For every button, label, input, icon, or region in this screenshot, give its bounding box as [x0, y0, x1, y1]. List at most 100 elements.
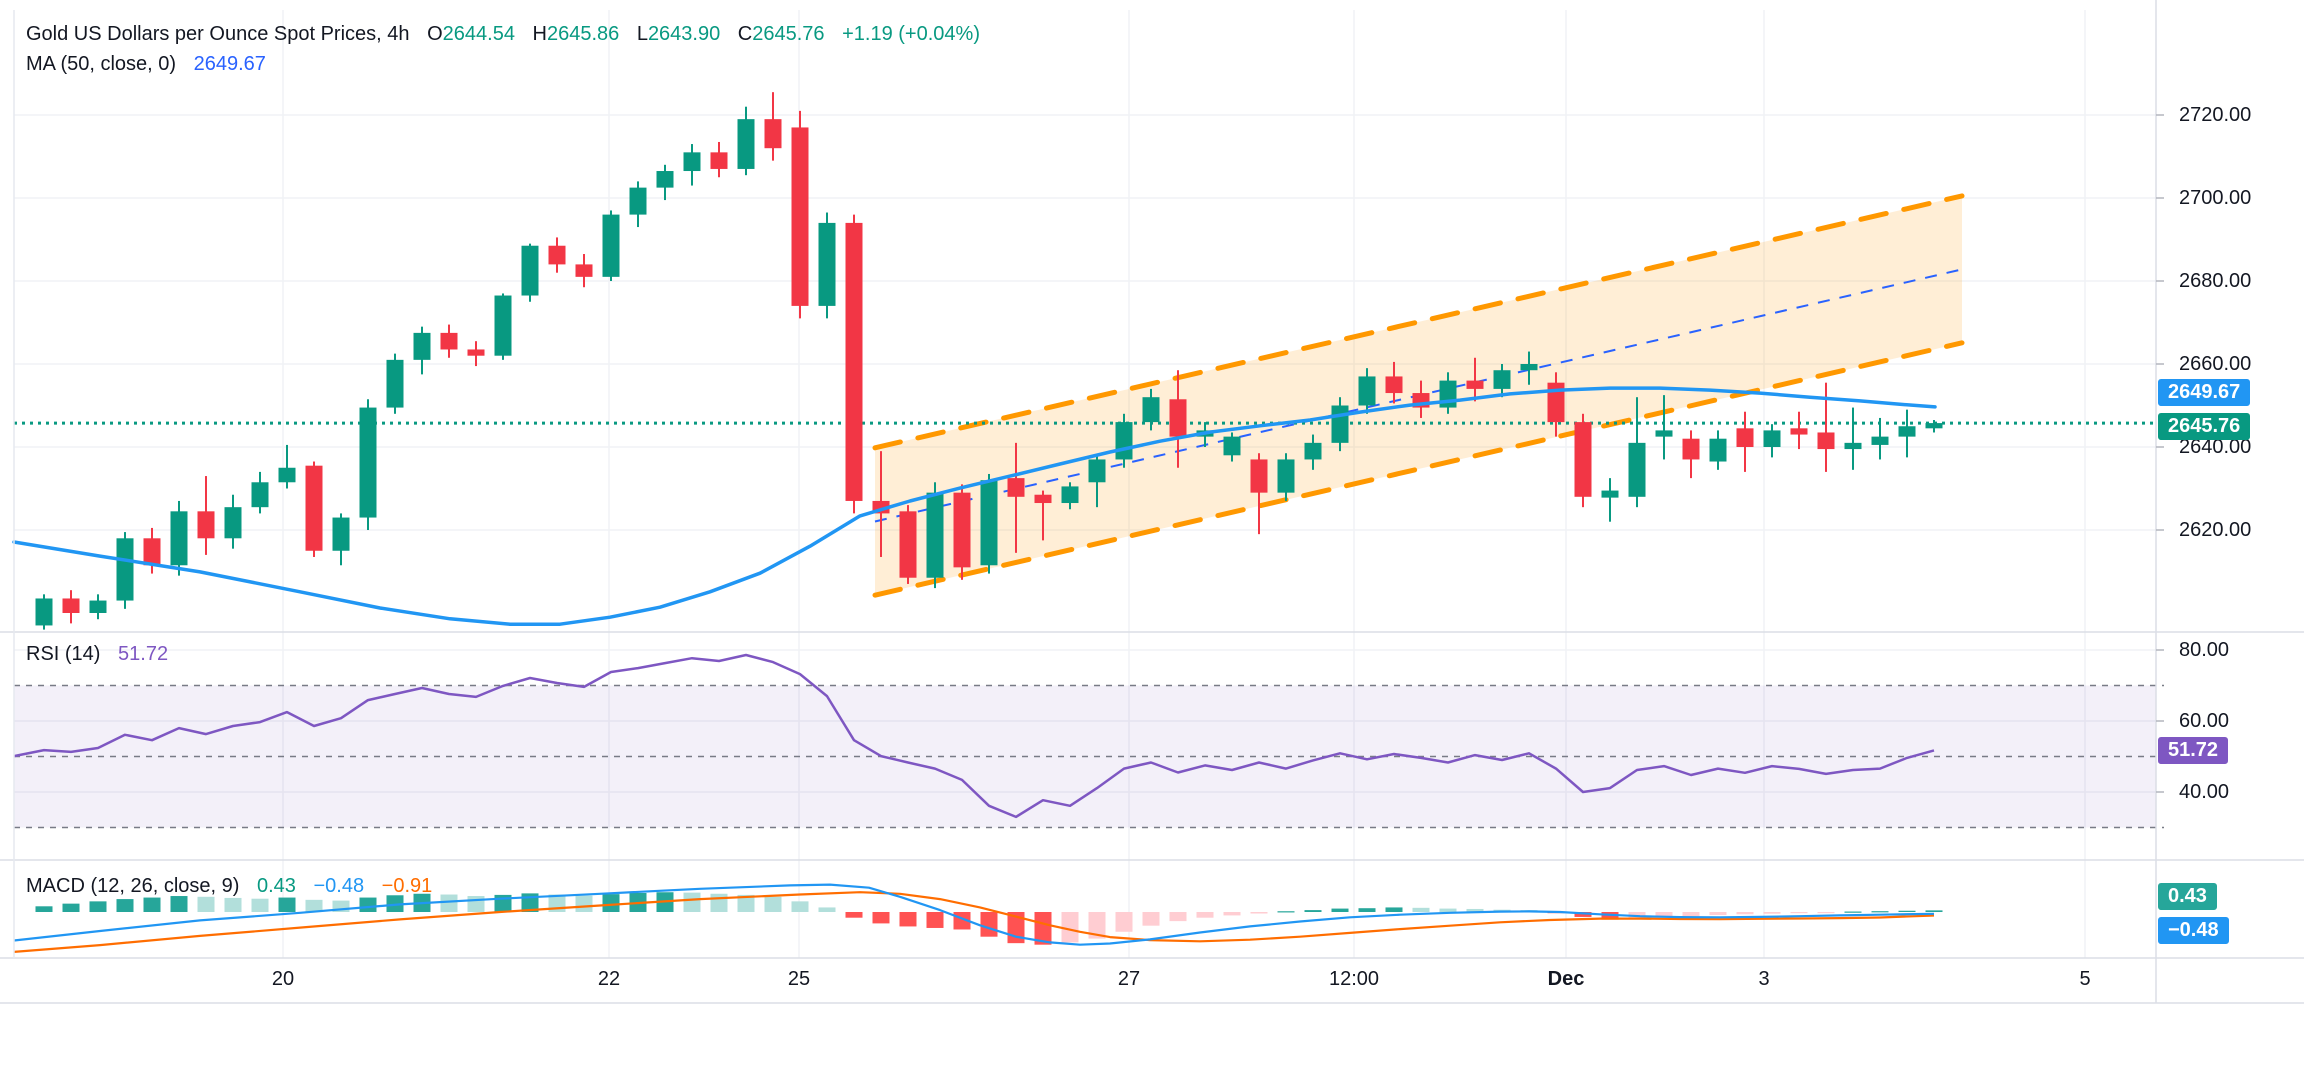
price-axis-label: 2680.00 [2179, 270, 2252, 292]
candle-body [1034, 494, 1052, 504]
rsi-legend-row[interactable]: RSI (14) 51.72 [26, 640, 168, 668]
macd-histogram-bar [1736, 912, 1754, 915]
macd-histogram-bar [143, 897, 161, 912]
candle-body [35, 598, 53, 626]
candle-body [899, 511, 917, 578]
high-label: H [532, 23, 547, 45]
low-label: L [636, 23, 648, 45]
candle-body [143, 538, 161, 566]
footer: TradingView [0, 1005, 2304, 1066]
candle-body [1304, 442, 1322, 460]
macd-histogram-bar [1763, 912, 1781, 914]
candle-body [1790, 428, 1808, 435]
candle-body [170, 511, 188, 566]
macd-histogram-bar [1115, 912, 1133, 932]
macd-histogram-bar [1331, 908, 1349, 912]
candle-body [953, 492, 971, 568]
macd-indicator-name: MACD (12, 26, close, 9) [26, 875, 240, 897]
symbol-legend-row[interactable]: Gold US Dollars per Ounce Spot Prices, 4… [26, 20, 980, 48]
macd-histogram-bar [467, 896, 485, 912]
chart-svg [0, 0, 2304, 1004]
macd-histogram-bar [1277, 911, 1295, 913]
rsi-line [13, 653, 1935, 819]
macd-histogram-bar [1061, 912, 1079, 943]
macd-hist-value: 0.43 [256, 875, 296, 897]
candle-body [1655, 430, 1673, 437]
candle-body [1493, 370, 1511, 389]
open-value: 2644.54 [442, 23, 515, 45]
candle-body [1223, 436, 1241, 456]
candle-body [1466, 380, 1484, 389]
macd-histogram-bar [170, 896, 188, 912]
macd-histogram-bar [737, 894, 755, 912]
candle-body [1007, 478, 1025, 497]
macd-line-value: −0.48 [313, 875, 365, 897]
macd-histogram-bar [818, 907, 836, 912]
macd-histogram-bar [791, 901, 809, 912]
close-value: 2645.76 [752, 23, 825, 45]
ma-indicator-name: MA (50, close, 0) [26, 53, 177, 75]
candle-body [1142, 397, 1160, 423]
candle-body [1736, 428, 1754, 447]
macd-legend-row[interactable]: MACD (12, 26, close, 9) 0.43 −0.48 −0.91 [26, 872, 432, 900]
candle-body [548, 245, 566, 265]
candle-body [1844, 442, 1862, 450]
price-axis-label: 2700.00 [2179, 187, 2252, 209]
macd-histogram-bar [710, 893, 728, 912]
ma-legend-row[interactable]: MA (50, close, 0) 2649.67 [26, 50, 266, 78]
macd-histogram-bar [1844, 911, 1862, 913]
macd-histogram-bar [1682, 912, 1700, 917]
macd-histogram-bar [440, 894, 458, 912]
macd-histogram-bar [1223, 912, 1241, 916]
symbol-title: Gold US Dollars per Ounce Spot Prices, 4… [26, 23, 410, 45]
macd-histogram-bar [1655, 912, 1673, 917]
candle-body [710, 152, 728, 169]
candle-body [737, 119, 755, 169]
macd-histogram-bar [1196, 912, 1214, 918]
chart-pane[interactable] [0, 0, 2304, 1005]
candle-body [1898, 426, 1916, 437]
candle-body [305, 465, 323, 551]
price-axis-label: 2720.00 [2179, 104, 2252, 126]
macd-histogram-bar [1304, 910, 1322, 912]
macd-histogram-bar [1574, 912, 1592, 917]
axis-value-badge: 2645.76 [2158, 413, 2251, 440]
macd-histogram-bar [1034, 912, 1052, 945]
price-axis-label: 2660.00 [2179, 353, 2252, 375]
macd-histogram-bar [1412, 907, 1430, 912]
macd-histogram-bar [1439, 908, 1457, 912]
candle-body [116, 538, 134, 601]
close-label: C [737, 23, 753, 45]
macd-histogram-bar [1898, 910, 1916, 912]
axis-value-badge: 0.43 [2158, 883, 2217, 910]
candle-body [440, 332, 458, 350]
candle-body [332, 517, 350, 551]
ma-indicator-value: 2649.67 [193, 53, 266, 75]
candle-body [1115, 422, 1133, 460]
macd-histogram-bar [62, 903, 80, 912]
low-value: 2643.90 [647, 23, 721, 45]
candle-body [1250, 459, 1268, 493]
macd-histogram-bar [1088, 912, 1106, 939]
macd-histogram-bar [845, 912, 863, 918]
ma-50-line [12, 386, 1937, 626]
macd-histogram-bar [251, 898, 269, 912]
candle-body [1709, 438, 1727, 462]
time-axis-label: 3 [1758, 968, 1770, 990]
candle-body [1169, 399, 1187, 437]
macd-histogram-bar [1817, 912, 1835, 914]
macd-histogram-bar [683, 892, 701, 912]
candle-body [1277, 459, 1295, 493]
candle-body [575, 264, 593, 277]
macd-histogram-bar [926, 912, 944, 928]
candle-body [197, 511, 215, 539]
candle-body [629, 187, 647, 215]
candle-body [224, 507, 242, 539]
candle-body [1088, 459, 1106, 483]
candle-body [791, 127, 809, 306]
open-label: O [427, 23, 443, 45]
candle-body [62, 598, 80, 613]
candle-body [278, 467, 296, 483]
candle-body [1061, 486, 1079, 504]
macd-histogram-bar [602, 894, 620, 912]
